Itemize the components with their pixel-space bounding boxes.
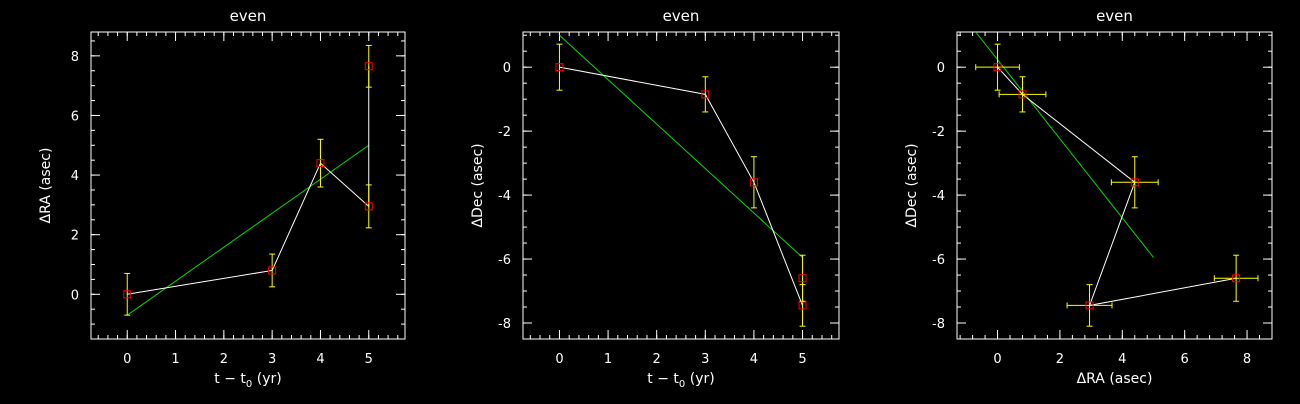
fit-line	[126, 144, 370, 316]
x-tick-label: 1	[171, 352, 179, 367]
x-axis-label-unit: (yr)	[685, 371, 714, 387]
x-axis-label-main: t − t	[214, 371, 246, 387]
y-axis-label: ΔDec (asec)	[904, 143, 920, 227]
y-tick-label: -4	[498, 189, 511, 204]
x-tick-label: 2	[220, 352, 228, 367]
x-tick-label: 0	[123, 352, 131, 367]
fit-line	[559, 34, 803, 258]
x-tick-label: 5	[798, 352, 806, 367]
x-axis-label-unit: (yr)	[252, 371, 281, 387]
y-tick-label: -8	[498, 317, 511, 332]
x-tick-label: 1	[604, 352, 612, 367]
x-tick-label: 3	[701, 352, 709, 367]
y-axis-label: ΔDec (asec)	[470, 143, 486, 227]
y-tick-label: 4	[71, 169, 79, 184]
y-tick-label: -6	[932, 253, 945, 268]
series-line	[559, 66, 804, 306]
x-tick-label: 5	[365, 352, 373, 367]
y-axis-label: ΔRA (asec)	[38, 148, 54, 224]
data-point	[123, 290, 132, 299]
x-axis-label: t − t0 (yr)	[647, 371, 714, 390]
y-tick-label: 0	[503, 61, 511, 76]
fit-line	[975, 31, 1154, 258]
data-point	[798, 274, 807, 283]
y-tick-label: 0	[937, 61, 945, 76]
data-point	[364, 202, 373, 211]
data-point	[749, 178, 758, 187]
x-axis-label-subscript: 0	[246, 379, 252, 390]
data-point	[316, 159, 325, 168]
y-tick-label: -8	[932, 317, 945, 332]
data-point	[1018, 90, 1027, 99]
chart-title: even	[663, 7, 700, 25]
x-tick-label: 2	[1056, 352, 1064, 367]
x-tick-label: 3	[268, 352, 276, 367]
x-axis-label: t − t0 (yr)	[214, 371, 281, 390]
x-axis-label-subscript: 0	[679, 379, 685, 390]
chart-title: even	[1096, 7, 1133, 25]
x-tick-label: 6	[1181, 352, 1189, 367]
data-point	[993, 63, 1002, 72]
x-tick-label: 0	[555, 352, 563, 367]
x-tick-label: 8	[1243, 352, 1251, 367]
y-tick-label: -2	[498, 125, 511, 140]
data-point	[1085, 301, 1094, 310]
data-point	[555, 63, 564, 72]
series-line	[997, 66, 1237, 307]
x-tick-label: 0	[993, 352, 1001, 367]
panel-3: 0 2 4 6 8 -8 -6 -4 -2 0 even ΔRA (asec) ΔDec (asec)	[904, 7, 1273, 387]
axes-frame	[522, 31, 840, 340]
chart-title: even	[230, 7, 267, 25]
axes-frame	[90, 31, 406, 340]
y-tick-label: -6	[498, 253, 511, 268]
y-tick-label: 6	[71, 109, 79, 124]
y-tick-label: -4	[932, 189, 945, 204]
y-tick-label: 2	[71, 229, 79, 244]
data-point	[798, 301, 807, 310]
x-tick-label: 4	[1118, 352, 1126, 367]
data-point	[1232, 274, 1241, 283]
y-tick-label: 8	[71, 50, 79, 65]
data-point	[701, 90, 710, 99]
x-tick-label: 4	[750, 352, 758, 367]
x-axis-label-main: ΔRA (asec)	[1077, 371, 1153, 387]
x-axis-label-main: t − t	[647, 371, 679, 387]
axes-frame	[956, 31, 1273, 340]
x-tick-label: 2	[653, 352, 661, 367]
x-tick-label: 4	[316, 352, 324, 367]
series-line	[127, 66, 370, 295]
data-point	[268, 266, 277, 275]
x-axis-label: ΔRA (asec)	[1077, 371, 1153, 387]
data-point	[364, 62, 373, 71]
y-tick-label: -2	[932, 125, 945, 140]
data-point	[1130, 178, 1139, 187]
y-tick-label: 0	[71, 288, 79, 303]
